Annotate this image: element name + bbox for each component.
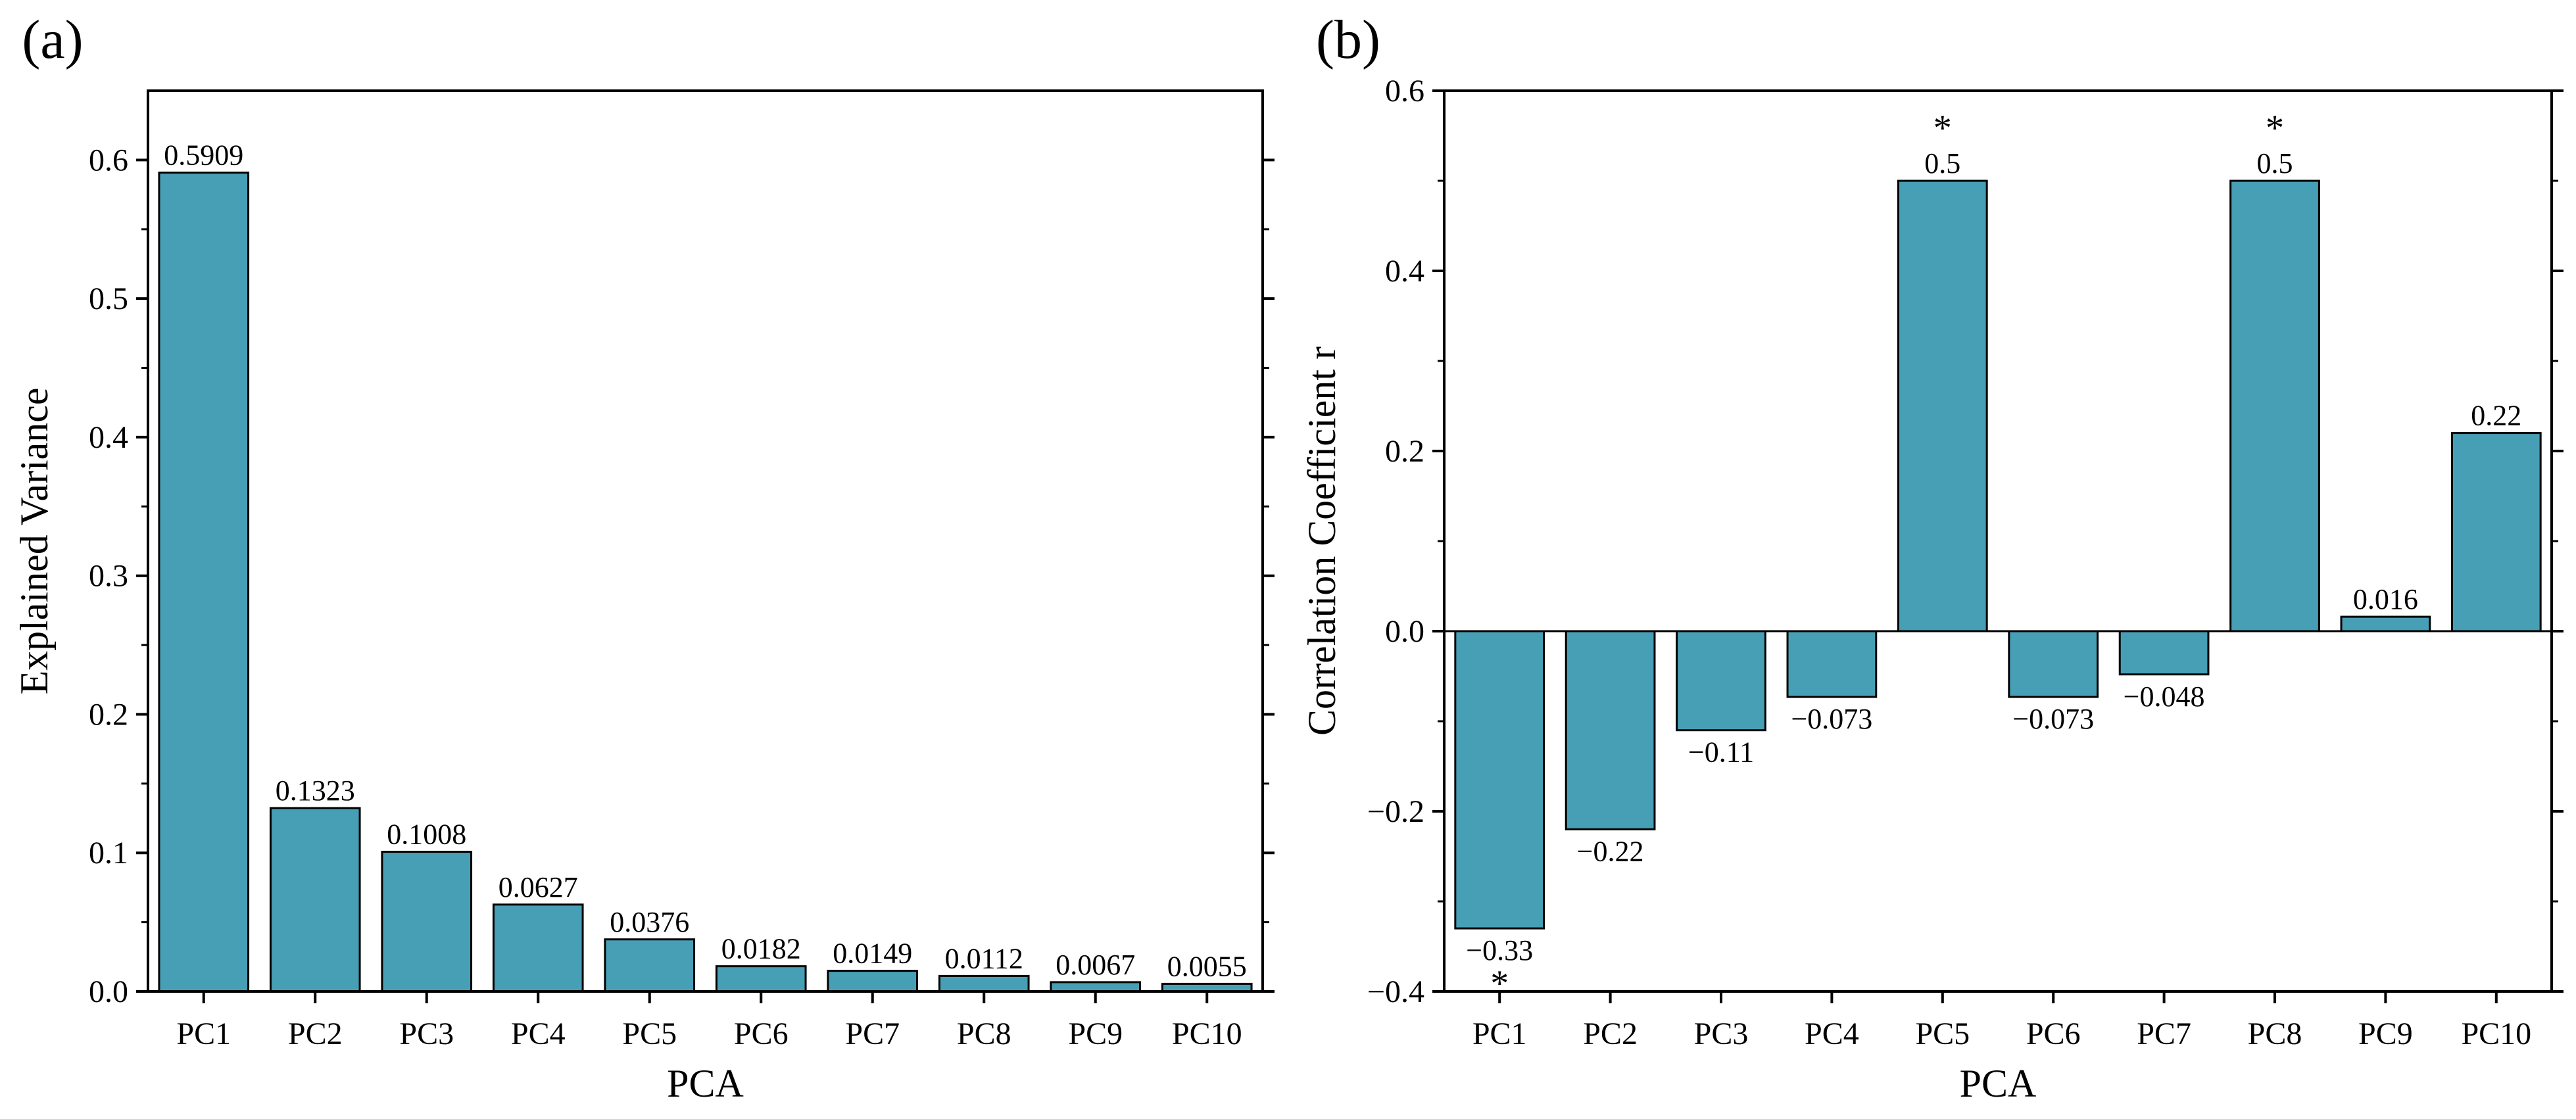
- y-tick-label: 0.3: [89, 559, 128, 594]
- value-label-pc2: 0.1323: [276, 774, 355, 807]
- bar-pc2: [1565, 630, 1656, 830]
- x-tick-label-pc4: PC4: [511, 1016, 566, 1051]
- bar-pc9: [2340, 615, 2431, 632]
- value-label-pc3: 0.1008: [387, 819, 466, 851]
- y-tick-label: 0.1: [89, 836, 128, 870]
- x-tick-label-pc10: PC10: [2461, 1016, 2531, 1051]
- x-axis-title: PCA: [1960, 1062, 2037, 1105]
- significance-marker-pc5: *: [1933, 108, 1952, 149]
- value-label-pc8: 0.5: [2257, 147, 2293, 179]
- panel-a-explained-variance: (a) 0.5909 0.1323 0.1008 0.0627 0.0376 0.0182 0…: [12, 9, 1275, 1105]
- value-label-pc7: 0.0149: [833, 938, 912, 970]
- bar-pc3: [381, 851, 473, 993]
- x-axis-title: PCA: [667, 1062, 744, 1105]
- y-tick-label: −0.4: [1367, 974, 1424, 1009]
- y-tick-label: 0.6: [1385, 74, 1424, 108]
- value-label-pc3: −0.11: [1688, 736, 1754, 769]
- y-tick-label: 0.4: [1385, 254, 1424, 289]
- bar-pc4: [492, 903, 584, 993]
- bar-pc6: [2008, 630, 2099, 698]
- value-label-pc2: −0.22: [1577, 835, 1644, 867]
- x-tick-label-pc3: PC3: [399, 1016, 454, 1051]
- x-tick-label-pc9: PC9: [1068, 1016, 1123, 1051]
- bar-pc5: [1897, 179, 1988, 632]
- plot-frame: [147, 89, 1264, 993]
- panel-label: (a): [22, 9, 83, 70]
- value-label-pc4: 0.0627: [498, 871, 578, 903]
- value-label-pc5: 0.0376: [610, 906, 689, 938]
- x-tick-label-pc6: PC6: [734, 1016, 789, 1051]
- bar-pc1: [1454, 630, 1545, 930]
- value-label-pc4: −0.073: [1791, 703, 1872, 735]
- value-label-pc1: 0.5909: [164, 139, 243, 172]
- x-tick-label-pc5: PC5: [1915, 1016, 1970, 1051]
- y-tick-label: 0.2: [89, 697, 128, 732]
- y-tick-label: 0.4: [89, 420, 128, 455]
- value-label-pc10: 0.0055: [1167, 950, 1247, 982]
- value-label-pc8: 0.0112: [945, 942, 1023, 974]
- bar-pc8: [2229, 179, 2320, 632]
- x-tick-label-pc7: PC7: [845, 1016, 900, 1051]
- panel-label: (b): [1316, 9, 1380, 70]
- x-tick-label-pc1: PC1: [176, 1016, 231, 1051]
- x-tick-label-pc10: PC10: [1172, 1016, 1242, 1051]
- y-axis-title: Correlation Coefficient r: [1300, 346, 1344, 736]
- value-label-pc1: −0.33: [1466, 934, 1533, 966]
- value-label-pc9: 0.0067: [1056, 949, 1135, 981]
- bar-pc7: [2118, 630, 2210, 676]
- bar-pc1: [158, 172, 250, 993]
- bar-pc3: [1676, 630, 1766, 732]
- y-tick-label: 0.0: [1385, 614, 1424, 649]
- x-tick-label-pc4: PC4: [1805, 1016, 1859, 1051]
- y-axis-title: Explained Variance: [12, 387, 56, 694]
- x-tick-label-pc6: PC6: [2026, 1016, 2081, 1051]
- x-tick-label-pc1: PC1: [1472, 1016, 1527, 1051]
- x-tick-label-pc2: PC2: [1583, 1016, 1638, 1051]
- y-tick-label: 0.5: [89, 281, 128, 316]
- bar-pc8: [938, 974, 1030, 993]
- value-label-pc9: 0.016: [2353, 583, 2418, 615]
- bar-pc5: [604, 938, 696, 993]
- value-label-pc6: 0.0182: [721, 933, 801, 965]
- bar-pc2: [269, 807, 361, 993]
- panel-b-correlation-coefficient: (b)−0.33*−0.22−0.11−0.0730.5*−0.073−0.04…: [1300, 9, 2564, 1105]
- bar-pc10: [2450, 432, 2542, 632]
- bar-pc4: [1786, 630, 1878, 698]
- y-tick-label: 0.6: [89, 143, 128, 178]
- significance-marker-pc8: *: [2266, 108, 2284, 149]
- x-tick-label-pc2: PC2: [288, 1016, 343, 1051]
- bar-pc7: [827, 970, 919, 993]
- x-tick-label-pc7: PC7: [2137, 1016, 2191, 1051]
- x-tick-label-pc8: PC8: [957, 1016, 1011, 1051]
- x-tick-label-pc9: PC9: [2358, 1016, 2413, 1051]
- value-label-pc10: 0.22: [2471, 400, 2521, 432]
- x-tick-label-pc3: PC3: [1694, 1016, 1749, 1051]
- y-tick-label: 0.2: [1385, 434, 1424, 469]
- x-tick-label-pc5: PC5: [622, 1016, 677, 1051]
- bar-pc9: [1050, 981, 1142, 993]
- value-label-pc6: −0.073: [2012, 703, 2094, 735]
- value-label-pc7: −0.048: [2124, 680, 2205, 713]
- y-tick-label: −0.2: [1367, 794, 1424, 829]
- bar-pc6: [715, 965, 807, 993]
- x-tick-label-pc8: PC8: [2248, 1016, 2302, 1051]
- value-label-pc5: 0.5: [1924, 147, 1960, 179]
- y-tick-label: 0.0: [89, 974, 128, 1009]
